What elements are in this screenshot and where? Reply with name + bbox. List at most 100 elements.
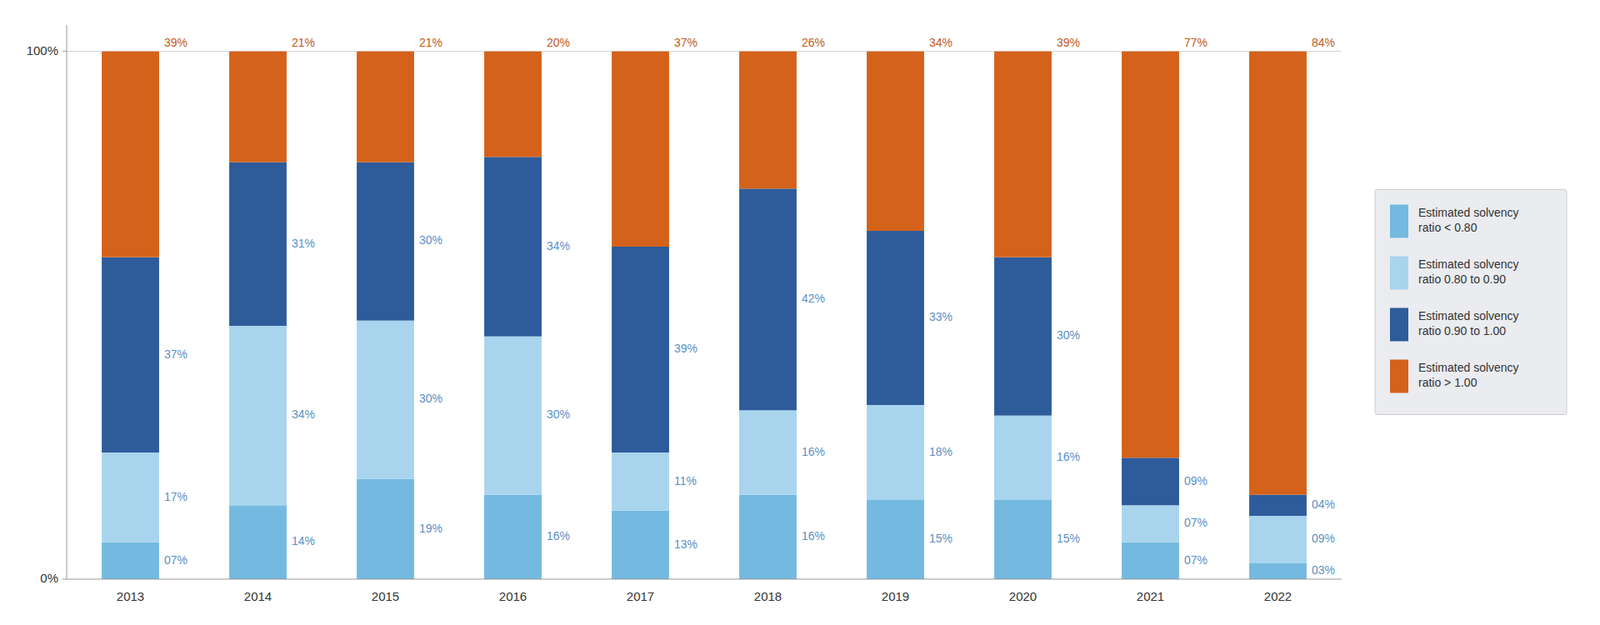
bar-segment bbox=[356, 479, 415, 580]
bar-segment bbox=[994, 415, 1052, 500]
x-tick-label: 2020 bbox=[1009, 589, 1037, 604]
axes: 0%100%2013201420152016201720182019202020… bbox=[26, 25, 1342, 604]
bar-segment bbox=[994, 257, 1052, 416]
data-label: 42% bbox=[801, 291, 825, 305]
x-axis-line bbox=[66, 579, 1342, 580]
data-label: 19% bbox=[419, 521, 443, 535]
bar-segment bbox=[1249, 515, 1307, 564]
data-label: 14% bbox=[291, 534, 315, 548]
bar-segment bbox=[101, 51, 160, 258]
bar-segment bbox=[229, 325, 287, 505]
data-label: 09% bbox=[1311, 531, 1335, 545]
bar-segment bbox=[1249, 563, 1307, 580]
x-tick-label: 2019 bbox=[881, 589, 910, 604]
data-label: 39% bbox=[674, 341, 698, 355]
bar-segment bbox=[739, 188, 797, 410]
x-tick-label: 2017 bbox=[626, 589, 655, 604]
bar-segment bbox=[1249, 495, 1307, 516]
chart-container: 0%100%2013201420152016201720182019202020… bbox=[0, 0, 1600, 625]
data-label: 84% bbox=[1311, 35, 1335, 50]
bar-segment bbox=[229, 162, 287, 326]
data-label: 16% bbox=[801, 445, 825, 459]
bar-segment bbox=[866, 500, 925, 580]
data-label: 34% bbox=[291, 407, 315, 421]
bar-segment bbox=[739, 410, 797, 495]
data-label: 33% bbox=[929, 310, 953, 324]
data-label: 34% bbox=[929, 35, 953, 50]
bars bbox=[101, 51, 1307, 580]
bar-segment bbox=[484, 495, 542, 580]
bar-segment bbox=[994, 500, 1052, 580]
x-tick-label: 2015 bbox=[371, 589, 400, 604]
data-label: 15% bbox=[1056, 531, 1080, 545]
bar-segment bbox=[611, 246, 670, 453]
bar-segment bbox=[1121, 457, 1180, 505]
bar-segment bbox=[356, 51, 415, 163]
data-label: 21% bbox=[419, 35, 443, 50]
data-label: 30% bbox=[546, 407, 570, 421]
data-label: 39% bbox=[164, 35, 188, 50]
bar-segment bbox=[101, 452, 160, 543]
legend-swatch bbox=[1390, 360, 1409, 394]
data-label: 21% bbox=[291, 35, 315, 50]
bar-segment bbox=[866, 51, 925, 231]
data-label: 37% bbox=[674, 35, 698, 50]
data-label: 37% bbox=[164, 347, 188, 361]
chart-svg: 0%100%2013201420152016201720182019202020… bbox=[0, 0, 1600, 625]
data-label: 30% bbox=[419, 233, 443, 247]
bar-segment bbox=[611, 51, 670, 247]
bar-segment bbox=[101, 257, 160, 453]
data-label: 16% bbox=[546, 529, 570, 543]
bar-segment bbox=[739, 51, 797, 190]
x-tick-label: 2022 bbox=[1264, 589, 1292, 604]
x-tick-label: 2021 bbox=[1136, 589, 1165, 604]
data-label: 16% bbox=[801, 529, 825, 543]
bar-segment bbox=[611, 452, 670, 511]
bar-segment bbox=[1121, 505, 1180, 542]
bar-segment bbox=[1121, 51, 1180, 459]
data-label: 39% bbox=[1056, 35, 1080, 50]
bar-segment bbox=[484, 51, 542, 158]
data-label: 31% bbox=[291, 236, 315, 250]
y-tick bbox=[62, 579, 67, 580]
data-label: 04% bbox=[1311, 497, 1335, 511]
data-label: 26% bbox=[801, 35, 825, 50]
data-label: 07% bbox=[1184, 515, 1208, 530]
bar-segment bbox=[1121, 542, 1180, 580]
y-tick bbox=[62, 50, 67, 52]
data-labels: 07% 14% 19% 16% 13% 16% 15% 15% 07% 03% 17% 34% 30% 3… bbox=[164, 35, 1335, 578]
bar-segment bbox=[866, 405, 925, 500]
data-label: 07% bbox=[1184, 553, 1208, 567]
legend-label: Estimated solvencyratio > 1.00 bbox=[1418, 360, 1520, 390]
bar-segment bbox=[739, 495, 797, 580]
data-label: 77% bbox=[1184, 35, 1208, 50]
legend-label: Estimated solvencyratio 0.80 to 0.90 bbox=[1418, 257, 1520, 286]
data-label: 18% bbox=[929, 445, 953, 459]
legend-swatch bbox=[1390, 256, 1409, 290]
data-label: 20% bbox=[546, 35, 570, 50]
bar-segment bbox=[484, 336, 542, 495]
data-label: 03% bbox=[1311, 563, 1335, 577]
bar-segment bbox=[356, 162, 415, 321]
bar-segment bbox=[356, 320, 415, 480]
legend-swatch bbox=[1390, 205, 1409, 239]
data-label: 17% bbox=[164, 490, 188, 504]
data-label: 13% bbox=[674, 537, 698, 551]
legend-swatch bbox=[1390, 308, 1409, 342]
bar-segment bbox=[866, 230, 925, 405]
bar-segment bbox=[994, 51, 1052, 258]
y-axis-line bbox=[66, 25, 68, 580]
bar-segment bbox=[229, 51, 287, 163]
data-label: 11% bbox=[674, 474, 697, 488]
data-label: 16% bbox=[1056, 450, 1080, 464]
x-tick-label: 2014 bbox=[244, 589, 272, 604]
legend: Estimated solvencyratio < 0.80 Estimated … bbox=[1375, 190, 1567, 415]
legend-label: Estimated solvencyratio < 0.80 bbox=[1418, 205, 1520, 235]
data-label: 15% bbox=[929, 531, 953, 545]
bar-segment bbox=[1249, 51, 1307, 495]
bar-segment bbox=[611, 510, 670, 580]
legend-label: Estimated solvencyratio 0.90 to 1.00 bbox=[1418, 309, 1520, 338]
y-tick-label: 0% bbox=[40, 570, 59, 585]
x-tick-label: 2016 bbox=[499, 589, 527, 604]
data-label: 30% bbox=[1056, 328, 1080, 342]
